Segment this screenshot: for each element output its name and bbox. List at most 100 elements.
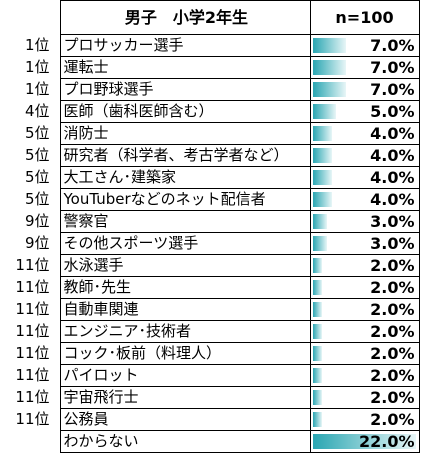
- data-label: 7.0%: [370, 80, 415, 99]
- rank-label: 11位: [15, 388, 50, 406]
- data-bar: [312, 126, 332, 141]
- job-label: 運転士: [59, 56, 311, 79]
- header-row: 男子 小学2年生 n=100: [0, 0, 420, 35]
- table-row: 4位 医師（歯科医師含む） 5.0%: [0, 100, 420, 123]
- rank-label: 11位: [15, 366, 50, 384]
- data-bar: [312, 236, 327, 251]
- data-label: 5.0%: [370, 102, 415, 121]
- header-title: 男子 小学2年生: [59, 0, 311, 35]
- rank-label: 5位: [24, 124, 50, 142]
- data-bar: [312, 302, 322, 317]
- rank-label: 9位: [24, 212, 50, 230]
- data-bar: [312, 346, 322, 361]
- rank-label: [0, 431, 60, 453]
- rank-label: 11位: [15, 344, 50, 362]
- data-bar: [312, 258, 322, 273]
- value-cell: 5.0%: [309, 100, 420, 123]
- job-label: 自動車関連: [59, 298, 311, 321]
- table-row: 11位 パイロット 2.0%: [0, 364, 420, 387]
- data-bar: [312, 434, 416, 449]
- job-label: 宇宙飛行士: [59, 386, 311, 409]
- value-cell: 4.0%: [309, 144, 420, 167]
- job-label: 水泳選手: [59, 254, 311, 277]
- data-label: 4.0%: [370, 168, 415, 187]
- table-row: 5位 研究者（科学者、考古学者など） 4.0%: [0, 144, 420, 167]
- value-cell: 2.0%: [309, 276, 420, 299]
- ranking-table: 男子 小学2年生 n=100 1位 プロサッカー選手 7.0% 1位 運転士 7.0% 1位…: [0, 0, 420, 453]
- data-label: 4.0%: [370, 146, 415, 165]
- table-row: 11位 水泳選手 2.0%: [0, 254, 420, 277]
- job-label: パイロット: [59, 364, 311, 387]
- data-bar: [312, 192, 332, 207]
- data-bar: [312, 214, 327, 229]
- header-sample-size: n=100: [309, 0, 420, 35]
- table-row: 5位 大工さん･建築家 4.0%: [0, 166, 420, 189]
- value-cell: 3.0%: [309, 210, 420, 233]
- data-bar: [312, 324, 322, 339]
- value-cell: 3.0%: [309, 232, 420, 255]
- value-cell: 2.0%: [309, 320, 420, 343]
- rank-label: 1位: [24, 80, 50, 98]
- job-label: エンジニア･技術者: [59, 320, 311, 343]
- value-cell: 22.0%: [309, 430, 420, 453]
- rank-label: 9位: [24, 234, 50, 252]
- rank-label: 1位: [24, 58, 50, 76]
- job-label: 研究者（科学者、考古学者など）: [59, 144, 311, 167]
- value-cell: 2.0%: [309, 386, 420, 409]
- value-cell: 2.0%: [309, 298, 420, 321]
- rank-label: 4位: [24, 102, 50, 120]
- data-bar: [312, 390, 322, 405]
- table-row: 11位 エンジニア･技術者 2.0%: [0, 320, 420, 343]
- rank-label: 5位: [24, 190, 50, 208]
- table-row: 1位 運転士 7.0%: [0, 56, 420, 79]
- table-row: 11位 自動車関連 2.0%: [0, 298, 420, 321]
- data-bar: [312, 280, 322, 295]
- value-cell: 4.0%: [309, 122, 420, 145]
- data-label: 2.0%: [370, 388, 415, 407]
- value-cell: 2.0%: [309, 364, 420, 387]
- table-row: 11位 宇宙飛行士 2.0%: [0, 386, 420, 409]
- job-label: 教師･先生: [59, 276, 311, 299]
- data-bar: [312, 60, 346, 75]
- table-row: 1位 プロ野球選手 7.0%: [0, 78, 420, 101]
- table-row: 1位 プロサッカー選手 7.0%: [0, 34, 420, 57]
- rank-label: 11位: [15, 322, 50, 340]
- header-rank-cell: [0, 1, 60, 35]
- value-cell: 7.0%: [309, 34, 420, 57]
- value-cell: 4.0%: [309, 188, 420, 211]
- job-label: 大工さん･建築家: [59, 166, 311, 189]
- data-label: 4.0%: [370, 124, 415, 143]
- job-label: コック･板前（料理人）: [59, 342, 311, 365]
- data-label: 22.0%: [358, 432, 415, 451]
- job-label: YouTuberなどのネット配信者: [59, 188, 311, 211]
- job-label: プロ野球選手: [59, 78, 311, 101]
- data-bar: [312, 148, 332, 163]
- table-row: 9位 その他スポーツ選手 3.0%: [0, 232, 420, 255]
- data-label: 2.0%: [370, 278, 415, 297]
- data-bar: [312, 170, 332, 185]
- value-cell: 7.0%: [309, 78, 420, 101]
- data-label: 3.0%: [370, 234, 415, 253]
- data-label: 7.0%: [370, 36, 415, 55]
- job-label: 消防士: [59, 122, 311, 145]
- value-cell: 7.0%: [309, 56, 420, 79]
- value-cell: 2.0%: [309, 342, 420, 365]
- job-label: わからない: [59, 430, 311, 453]
- table-row: 11位 公務員 2.0%: [0, 408, 420, 431]
- rank-label: 1位: [24, 36, 50, 54]
- data-bar: [312, 38, 346, 53]
- rank-label: 11位: [15, 278, 50, 296]
- data-label: 2.0%: [370, 322, 415, 341]
- job-label: 警察官: [59, 210, 311, 233]
- value-cell: 4.0%: [309, 166, 420, 189]
- job-label: プロサッカー選手: [59, 34, 311, 57]
- data-label: 3.0%: [370, 212, 415, 231]
- rank-label: 11位: [15, 300, 50, 318]
- table-row: 9位 警察官 3.0%: [0, 210, 420, 233]
- data-bar: [312, 82, 346, 97]
- data-label: 2.0%: [370, 256, 415, 275]
- data-bar: [312, 368, 322, 383]
- data-label: 2.0%: [370, 344, 415, 363]
- data-label: 4.0%: [370, 190, 415, 209]
- rank-label: 11位: [15, 410, 50, 428]
